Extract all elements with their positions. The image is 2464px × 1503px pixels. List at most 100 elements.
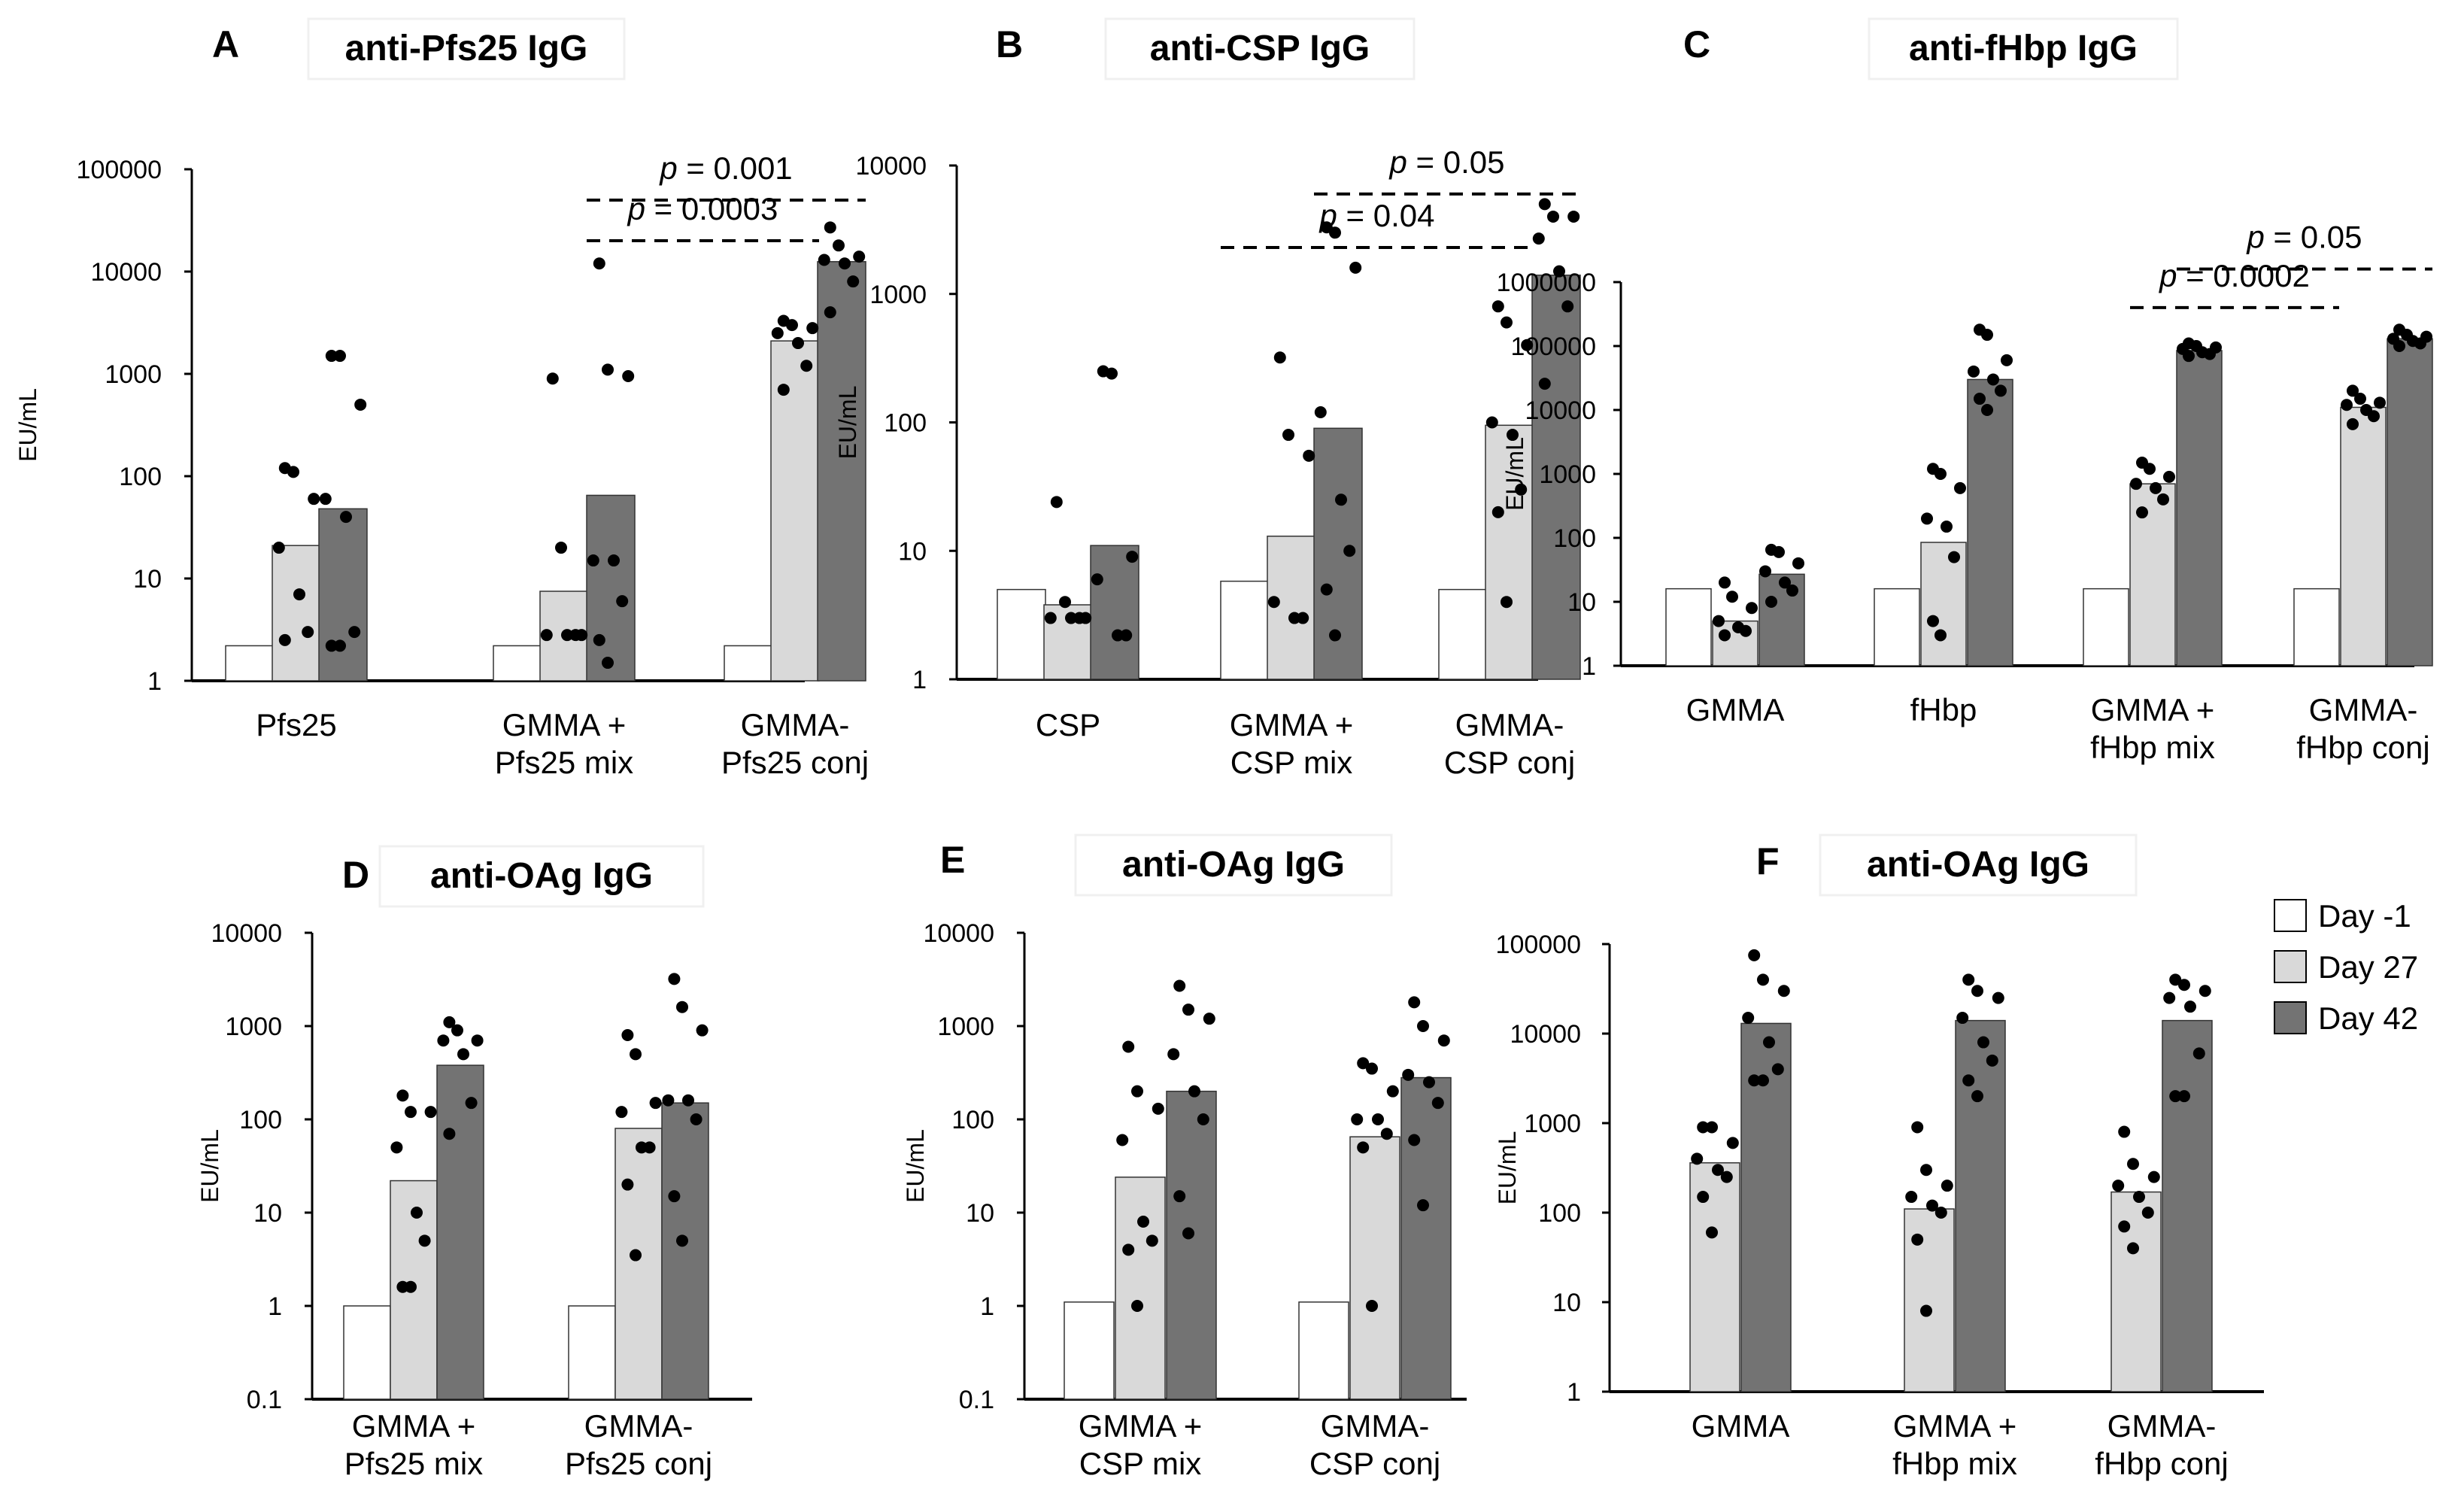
data-point: [569, 629, 582, 642]
p-symbol: p: [1318, 198, 1337, 233]
data-point: [777, 384, 790, 396]
data-point: [621, 1029, 634, 1042]
p-value-label: p = 0.04: [1318, 198, 1435, 233]
data-point: [2204, 348, 2216, 360]
data-point: [1759, 565, 1771, 578]
category-label: CSP conj: [1444, 745, 1575, 780]
data-point: [1726, 591, 1738, 603]
y-tick-label: 1000000: [1497, 269, 1596, 297]
y-tick-label: 100: [951, 1106, 994, 1134]
data-point: [1343, 545, 1356, 557]
y-tick-label: 100000: [1511, 332, 1596, 361]
bar-day-42-group-0: [1166, 1090, 1217, 1400]
bar-day-42-group-1: [1313, 427, 1363, 680]
bar-day-42-group-1: [586, 494, 636, 682]
data-point: [630, 1249, 642, 1262]
data-point: [806, 322, 819, 335]
data-point: [465, 1097, 478, 1110]
bar-day-27-group-2: [2110, 1191, 2162, 1392]
data-point: [1765, 596, 1777, 608]
panel-title: anti-CSP IgG: [1150, 29, 1370, 68]
data-point: [1934, 468, 1947, 480]
category-label: CSP mix: [1079, 1446, 1202, 1481]
y-tick-label: 1: [1582, 652, 1596, 681]
y-tick-label: 10000: [855, 152, 927, 181]
data-point: [1507, 429, 1519, 442]
data-point: [418, 1234, 431, 1247]
data-point: [1329, 629, 1341, 642]
panel-title: anti-fHbp IgG: [1909, 29, 2138, 68]
data-point: [1771, 1063, 1784, 1076]
panel-f: anti-OAg IgG F 1 10 100 1000 10000 100000 EU/mL G…: [1494, 833, 2264, 1481]
y-tick-label: 10000: [211, 919, 282, 948]
panel-title-box: [378, 845, 705, 908]
data-point: [2118, 1125, 2131, 1138]
data-point: [1116, 1134, 1129, 1146]
p-value: = 0.0003: [645, 191, 778, 226]
y-tick-label: 100000: [1496, 931, 1581, 959]
data-point: [1417, 1020, 1429, 1032]
data-point: [2192, 1047, 2205, 1060]
data-point: [1491, 506, 1504, 518]
panel-title-box: [307, 17, 626, 80]
y-tick-label: 100: [239, 1106, 282, 1134]
data-point: [1122, 1040, 1135, 1053]
bar-day-42-group-2: [2176, 350, 2223, 666]
data-point: [1288, 612, 1300, 624]
data-point: [1786, 584, 1798, 597]
p-symbol: p: [1388, 144, 1407, 180]
data-point: [2354, 393, 2366, 405]
data-point: [561, 629, 573, 642]
data-point: [308, 493, 320, 506]
p-symbol: p: [2158, 258, 2177, 293]
data-point: [616, 595, 629, 608]
data-point: [1437, 1034, 1450, 1047]
data-point: [278, 633, 291, 646]
data-point: [1995, 384, 2007, 397]
p-value: = 0.04: [1337, 198, 1435, 233]
panel-letter: E: [940, 839, 965, 881]
data-point: [1740, 624, 1752, 637]
category-label: GMMA-: [584, 1408, 693, 1444]
data-point: [1320, 583, 1333, 596]
panel-letter: A: [212, 23, 239, 65]
y-tick-label: 1000: [937, 1013, 994, 1041]
data-point: [1962, 973, 1975, 986]
data-point: [411, 1207, 423, 1219]
data-point: [1173, 979, 1186, 992]
data-point: [2150, 481, 2162, 494]
data-point: [2127, 1158, 2139, 1171]
legend-label-day-1: Day -1: [2318, 898, 2411, 934]
data-point: [792, 337, 804, 350]
category-label: GMMA +: [352, 1408, 476, 1444]
data-point: [1357, 1141, 1370, 1154]
bar-day-1-group-1: [1874, 588, 1920, 666]
y-tick-label: 1: [147, 667, 162, 696]
y-axis-label: EU/mL: [834, 386, 861, 460]
data-point: [2127, 1242, 2139, 1255]
category-label: GMMA-: [1321, 1408, 1430, 1444]
y-tick-label: 1000: [1539, 460, 1596, 489]
p-value: = 0.05: [2265, 220, 2362, 255]
data-point: [293, 588, 305, 601]
y-tick-label: 10: [253, 1199, 282, 1228]
data-point: [1152, 1102, 1164, 1115]
data-point: [457, 1048, 469, 1061]
bar-day-27-group-1: [1349, 1136, 1400, 1400]
data-point: [1314, 405, 1327, 418]
y-tick-label: 10: [1567, 588, 1596, 617]
data-point: [1335, 493, 1347, 506]
data-point: [2141, 1207, 2154, 1219]
data-point: [405, 1280, 417, 1293]
data-point: [1981, 404, 1993, 416]
bar-day-27-group-0: [272, 545, 321, 682]
data-point: [1954, 481, 1966, 494]
data-point: [325, 639, 338, 652]
data-point: [1491, 300, 1504, 313]
data-point: [1561, 300, 1574, 313]
data-point: [1417, 1199, 1429, 1212]
data-point: [1297, 612, 1309, 624]
data-point: [593, 257, 605, 270]
y-tick-label: 1: [912, 666, 927, 694]
